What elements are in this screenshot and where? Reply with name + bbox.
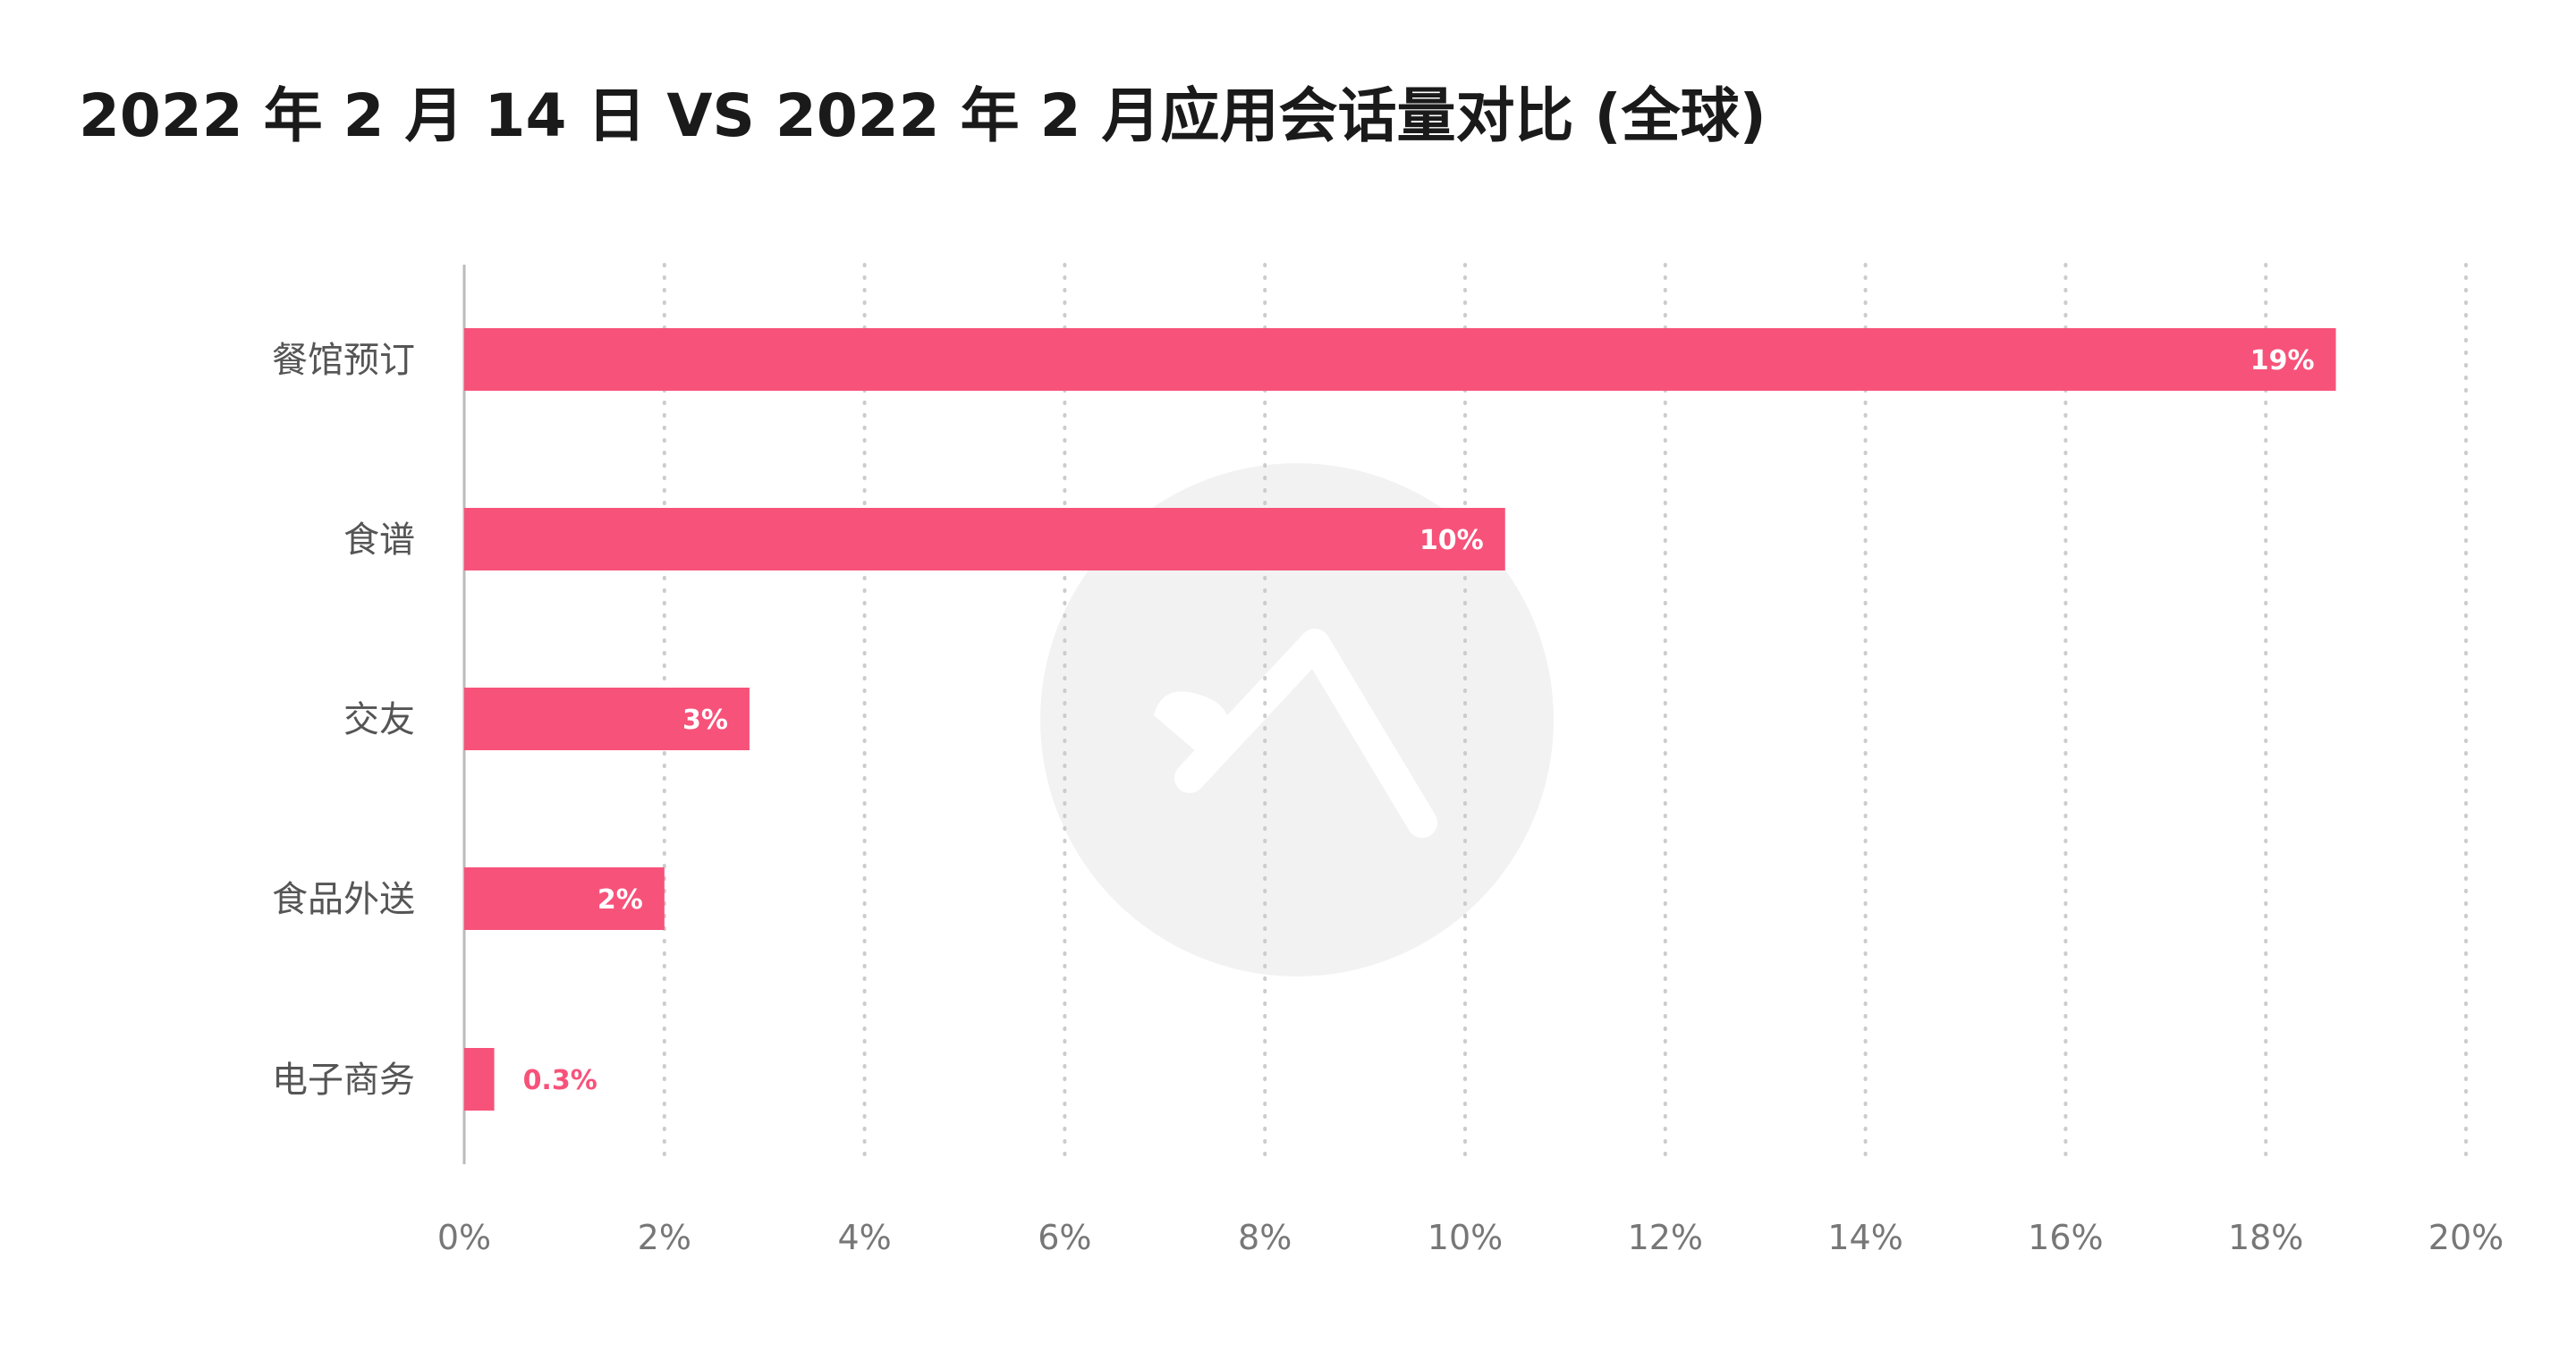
data-label: 19% [2250,345,2315,376]
category-label: 电子商务 [272,1060,415,1101]
category-label: 食品外送 [272,879,415,920]
x-tick-label: 14% [1827,1218,1902,1257]
x-tick-label: 12% [1628,1218,1703,1257]
watermark-logo-icon [1040,463,1554,976]
category-label: 食谱 [343,520,415,561]
bar [464,508,1505,570]
x-tick-label: 2% [638,1218,691,1257]
category-label: 交友 [343,699,415,740]
chart-title: 2022 年 2 月 14 日 VS 2022 年 2 月应用会话量对比 (全球… [79,81,1767,150]
bars [464,328,2336,1111]
x-tick-label: 16% [2028,1218,2103,1257]
x-tick-labels: 0% 2% 4% 6% 8% 10% 12% 14% 16% 18% 20% [437,1218,2504,1257]
data-label: 0.3% [523,1065,597,1096]
x-tick-label: 0% [437,1218,491,1257]
grid-lines [662,263,2468,1166]
x-tick-label: 20% [2428,1218,2504,1257]
x-tick-label: 6% [1038,1218,1091,1257]
bar [464,1048,495,1111]
x-tick-label: 8% [1238,1218,1292,1257]
data-label: 3% [682,705,728,736]
x-tick-label: 18% [2228,1218,2303,1257]
category-label: 餐馆预订 [272,340,415,381]
data-labels: 19% 10% 3% 2% 0.3% [523,345,2315,1096]
x-tick-label: 10% [1428,1218,1503,1257]
bar [464,867,665,930]
bar [464,688,750,750]
x-tick-label: 4% [837,1218,891,1257]
data-label: 10% [1419,525,1484,556]
bar [464,328,2336,391]
data-label: 2% [597,884,643,916]
